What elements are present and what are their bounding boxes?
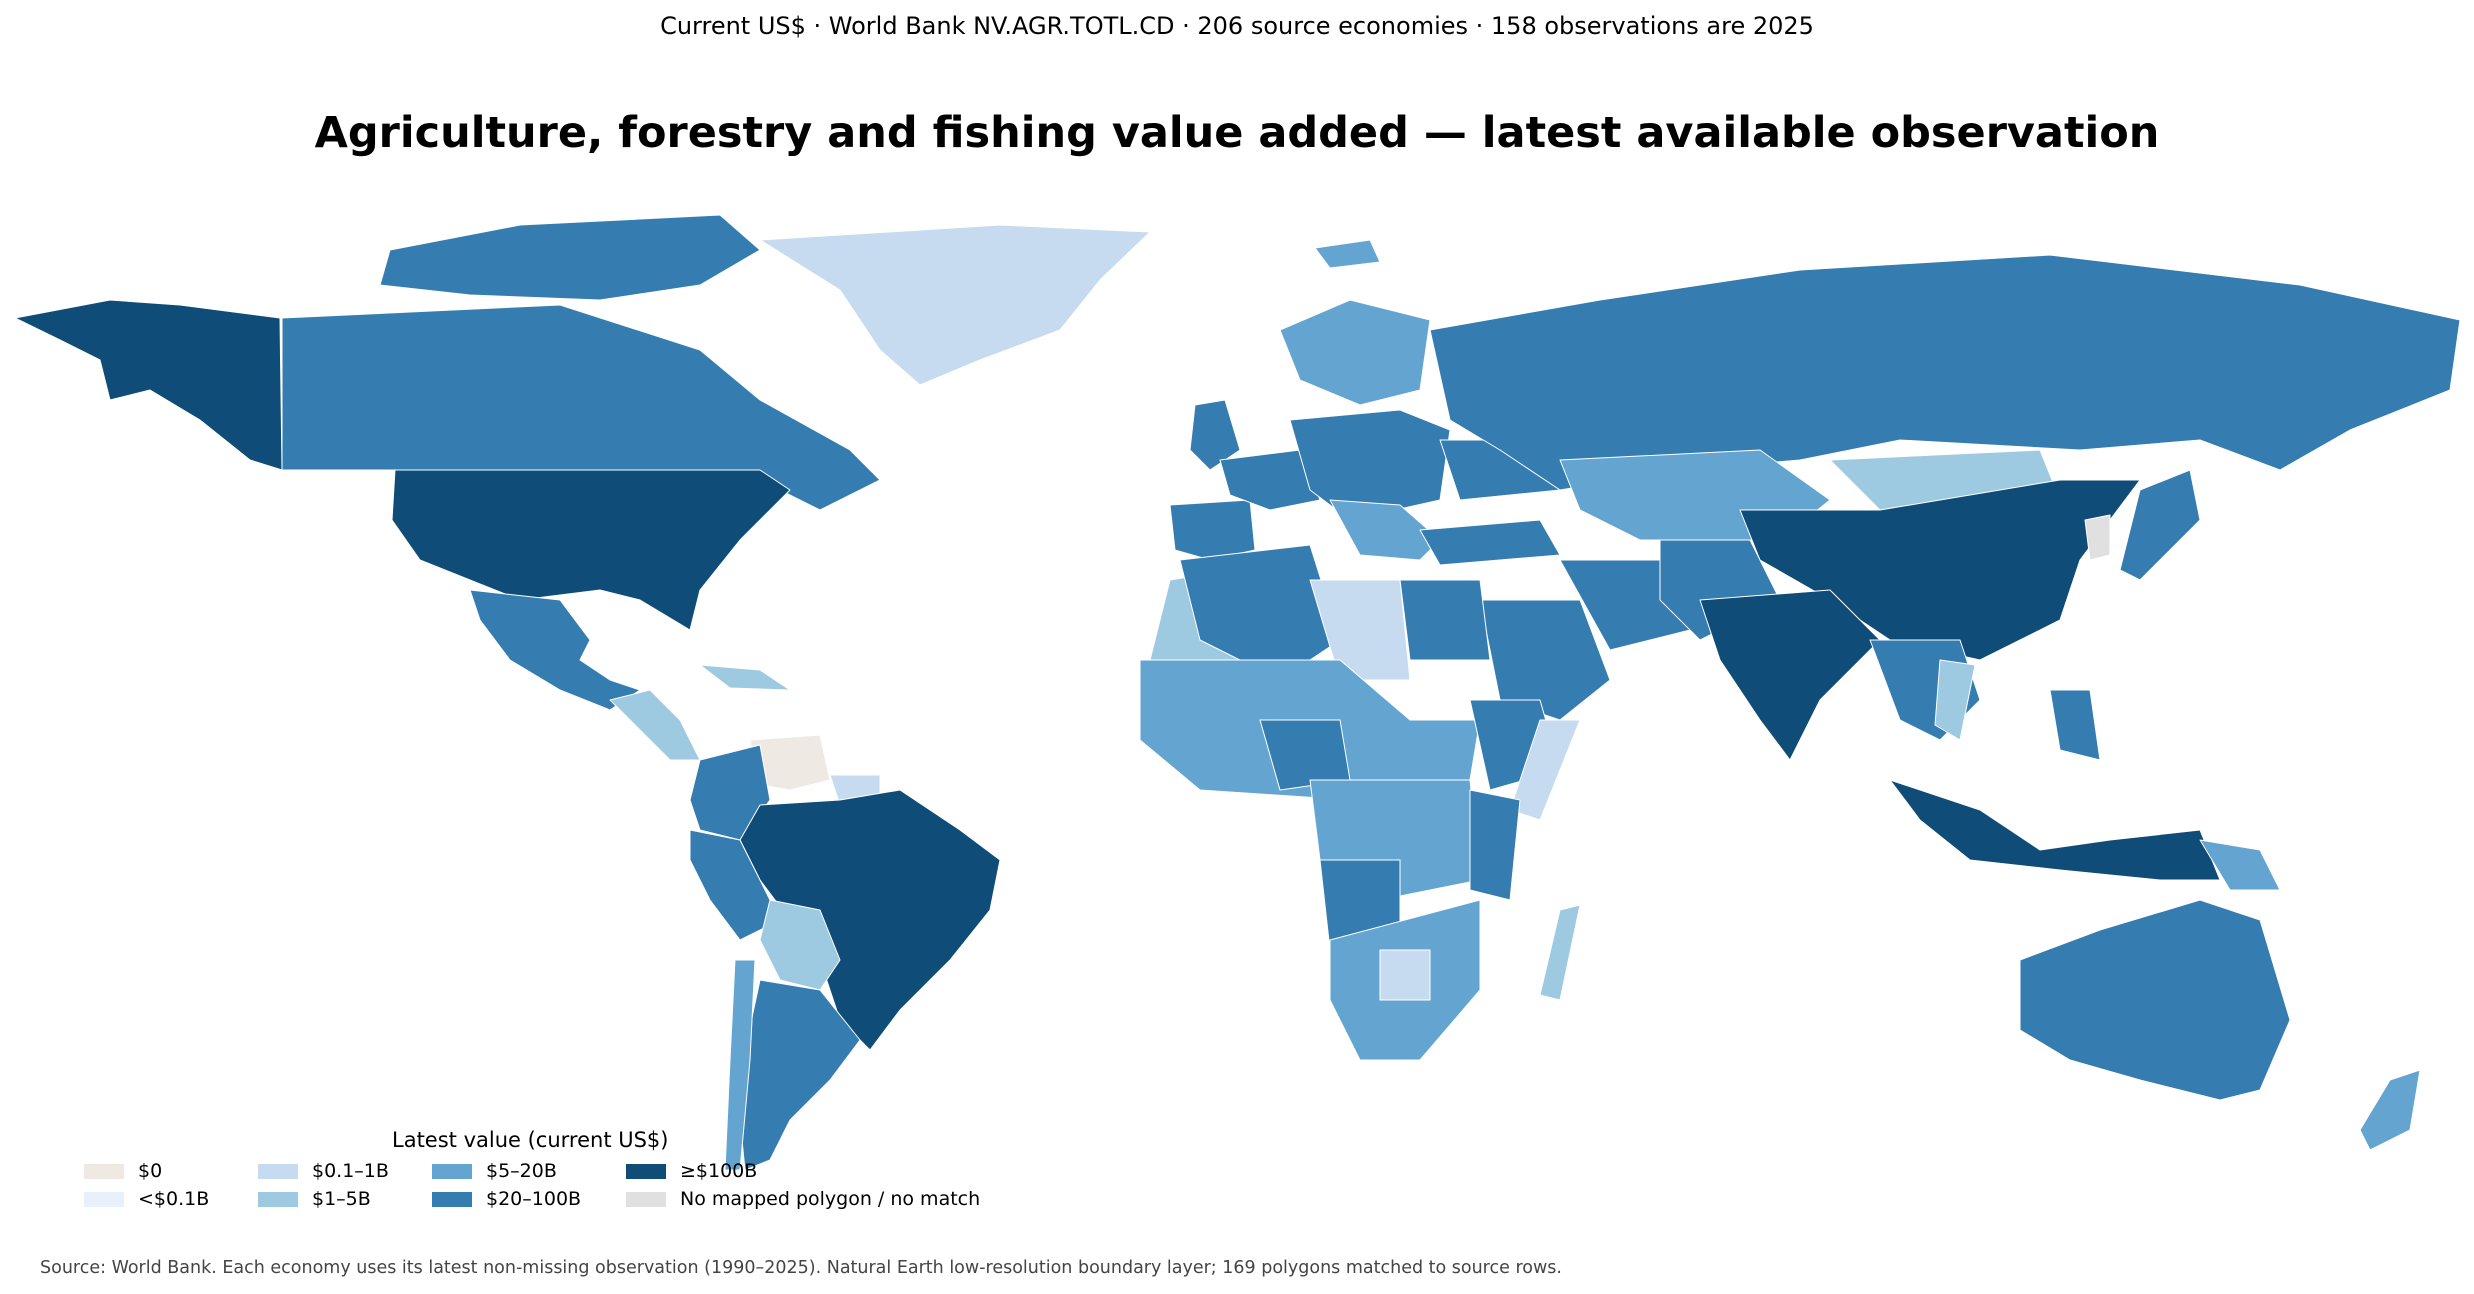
region-mexico (469, 589, 641, 711)
region-iceland (1314, 239, 1381, 269)
region-png (2199, 839, 2281, 891)
legend-item: $20–100B (432, 1188, 581, 1210)
legend-swatch (84, 1191, 124, 1207)
region-philippines (2049, 689, 2101, 761)
region-arctic-islands (379, 214, 761, 301)
region-caribbean (699, 664, 791, 691)
legend-swatch (626, 1163, 666, 1179)
region-france (1219, 449, 1321, 511)
legend-label: $0.1–1B (312, 1160, 389, 1182)
legend-item: $0.1–1B (258, 1160, 389, 1182)
region-russia (1429, 254, 2461, 491)
region-new-zealand (2359, 1069, 2421, 1151)
region-scandinavia (1279, 299, 1431, 406)
legend-item: No mapped polygon / no match (626, 1188, 980, 1210)
legend-item: $0 (84, 1160, 162, 1182)
region-egypt (1399, 579, 1491, 661)
legend-label: $0 (138, 1160, 163, 1182)
legend-swatch (432, 1191, 472, 1207)
legend-label: $5–20B (486, 1160, 557, 1182)
legend-title: Latest value (current US$) (392, 1128, 669, 1152)
source-note: Source: World Bank. Each economy uses it… (40, 1258, 1562, 1278)
region-east-africa (1469, 789, 1521, 901)
legend-label: No mapped polygon / no match (680, 1188, 981, 1210)
legend-label: $1–5B (312, 1188, 371, 1210)
region-saudi (1479, 599, 1611, 721)
region-iberia (1169, 499, 1256, 561)
chart-subtitle: Current US$ · World Bank NV.AGR.TOTL.CD … (660, 12, 1814, 40)
legend-item: <$0.1B (84, 1188, 209, 1210)
region-australia (2019, 899, 2291, 1101)
region-india (1699, 589, 1881, 761)
legend-swatch (258, 1163, 298, 1179)
region-italy-balkans (1329, 499, 1441, 561)
legend-item: ≥$100B (626, 1160, 757, 1182)
region-brazil (739, 789, 1001, 1051)
region-vietnam (1934, 659, 1976, 741)
region-korea (2084, 514, 2111, 561)
region-turkey (1419, 519, 1561, 566)
legend-label: <$0.1B (138, 1188, 210, 1210)
region-usa (391, 469, 791, 631)
region-indonesia (1889, 779, 2221, 881)
region-central-america (609, 689, 701, 761)
legend-label: $20–100B (486, 1188, 582, 1210)
region-greenland (759, 224, 1151, 386)
world-choropleth-map (14, 214, 2461, 1171)
region-canada (281, 304, 881, 511)
region-central-europe (1289, 409, 1451, 521)
region-somalia (1509, 719, 1581, 821)
legend-item: $5–20B (432, 1160, 557, 1182)
region-botswana (1379, 949, 1431, 1001)
region-china (1739, 479, 2141, 661)
legend-item: $1–5B (258, 1188, 371, 1210)
legend-swatch (258, 1191, 298, 1207)
chart-title: Agriculture, forestry and fishing value … (314, 108, 2160, 158)
region-japan (2119, 469, 2201, 581)
region-libya (1309, 579, 1411, 681)
legend-label: ≥$100B (680, 1160, 758, 1182)
legend-swatch (84, 1163, 124, 1179)
region-chile (724, 959, 756, 1171)
legend-swatch (432, 1163, 472, 1179)
region-madagascar (1539, 904, 1581, 1001)
legend-swatch (626, 1191, 666, 1207)
region-alaska (14, 299, 283, 471)
region-peru (689, 829, 781, 941)
